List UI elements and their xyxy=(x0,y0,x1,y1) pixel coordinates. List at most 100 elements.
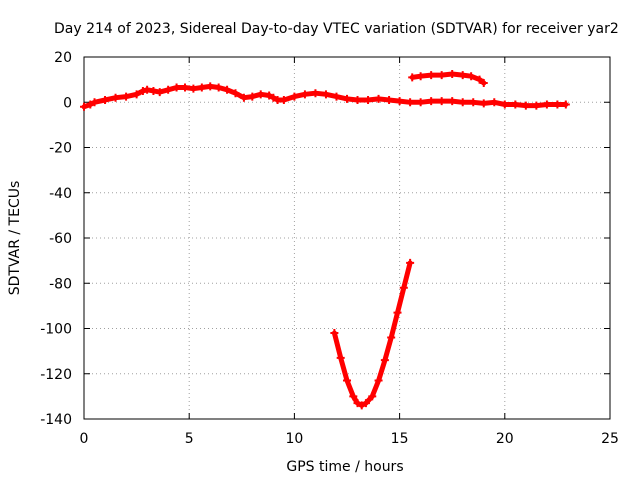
x-tick-label: 0 xyxy=(80,431,89,447)
data-point xyxy=(368,392,377,401)
data-point xyxy=(343,94,351,103)
data-point xyxy=(437,97,446,106)
data-point xyxy=(553,100,562,109)
x-axis-label: GPS time / hours xyxy=(286,459,403,475)
data-point xyxy=(448,69,457,78)
data-point xyxy=(132,90,141,99)
y-tick-label: -60 xyxy=(49,231,72,247)
data-point xyxy=(180,83,189,92)
x-tick-label: 5 xyxy=(185,431,194,447)
y-tick-label: -20 xyxy=(49,141,72,157)
plot-frame xyxy=(83,56,611,420)
data-point xyxy=(458,71,467,80)
data-point xyxy=(321,90,330,99)
data-point xyxy=(206,82,215,91)
data-point xyxy=(353,95,362,104)
y-tick-label: -120 xyxy=(40,367,72,383)
data-point xyxy=(214,83,223,92)
data-point xyxy=(364,95,373,104)
data-point xyxy=(416,98,425,107)
data-point xyxy=(458,98,467,107)
data-point xyxy=(138,86,147,95)
data-point xyxy=(437,71,446,80)
x-tick-label: 10 xyxy=(285,431,303,447)
series-upper-arc xyxy=(408,69,488,88)
data-point xyxy=(90,98,99,107)
data-point xyxy=(385,95,394,104)
data-point xyxy=(521,101,530,110)
data-point xyxy=(197,83,206,92)
data-point xyxy=(532,101,541,110)
data-point xyxy=(290,92,299,101)
data-point xyxy=(479,99,488,108)
data-point xyxy=(427,71,436,80)
y-tick-label: -80 xyxy=(49,276,72,292)
series-layer xyxy=(80,69,570,410)
data-point xyxy=(406,98,415,107)
data-point xyxy=(80,102,88,111)
grid-layer xyxy=(84,57,610,419)
y-tick-label: 20 xyxy=(54,50,72,66)
data-point xyxy=(332,92,341,101)
data-point xyxy=(511,100,520,109)
data-point xyxy=(172,83,181,92)
data-point xyxy=(374,94,383,103)
data-point xyxy=(248,92,257,101)
data-point xyxy=(311,89,320,98)
data-point xyxy=(111,93,120,102)
data-point xyxy=(349,392,358,401)
data-point xyxy=(357,401,366,410)
data-point xyxy=(336,353,345,362)
data-point xyxy=(231,89,240,98)
data-point xyxy=(399,283,408,292)
series-main-track xyxy=(80,82,570,111)
data-point xyxy=(189,84,198,93)
data-point xyxy=(393,308,402,317)
data-point xyxy=(353,399,362,408)
data-point xyxy=(361,399,370,408)
data-point xyxy=(467,72,476,81)
data-point xyxy=(542,100,551,109)
data-point xyxy=(86,100,95,109)
y-tick-label: 0 xyxy=(63,95,72,111)
data-point xyxy=(330,329,339,338)
data-point xyxy=(256,90,265,99)
data-point xyxy=(122,92,131,101)
data-point xyxy=(300,90,309,99)
data-point xyxy=(269,93,278,102)
data-point xyxy=(469,98,478,107)
data-point xyxy=(427,97,436,106)
y-tick-label: -100 xyxy=(40,322,72,338)
data-point xyxy=(479,79,488,88)
data-point xyxy=(164,85,173,94)
x-tick-label: 15 xyxy=(391,431,409,447)
y-tick-label: -140 xyxy=(40,412,72,428)
data-point xyxy=(416,72,425,81)
data-point xyxy=(101,95,110,104)
data-point xyxy=(223,85,232,94)
chart-title: Day 214 of 2023, Sidereal Day-to-day VTE… xyxy=(54,21,619,37)
x-tick-label: 20 xyxy=(496,431,514,447)
data-point xyxy=(149,86,158,95)
data-point xyxy=(387,333,396,342)
data-point xyxy=(408,73,417,82)
y-tick-label: -40 xyxy=(49,186,72,202)
data-point xyxy=(374,376,383,385)
data-point xyxy=(490,98,499,107)
data-point xyxy=(155,88,164,97)
ticks-layer: 20 0 -20 -40 -60 -80 -100 -120 -140 0 5 10 15 20 25 xyxy=(40,50,619,447)
y-axis-label: SDTVAR / TECUs xyxy=(7,181,23,296)
data-point xyxy=(239,93,248,102)
data-point xyxy=(475,75,484,84)
data-point xyxy=(265,91,274,100)
data-point xyxy=(395,97,404,106)
data-point xyxy=(279,95,288,104)
data-point xyxy=(500,100,509,109)
data-point xyxy=(448,97,457,106)
data-point xyxy=(561,100,570,109)
series-v-dip xyxy=(330,258,415,410)
data-point xyxy=(143,85,152,94)
data-point xyxy=(343,376,351,385)
series-line xyxy=(331,260,413,408)
